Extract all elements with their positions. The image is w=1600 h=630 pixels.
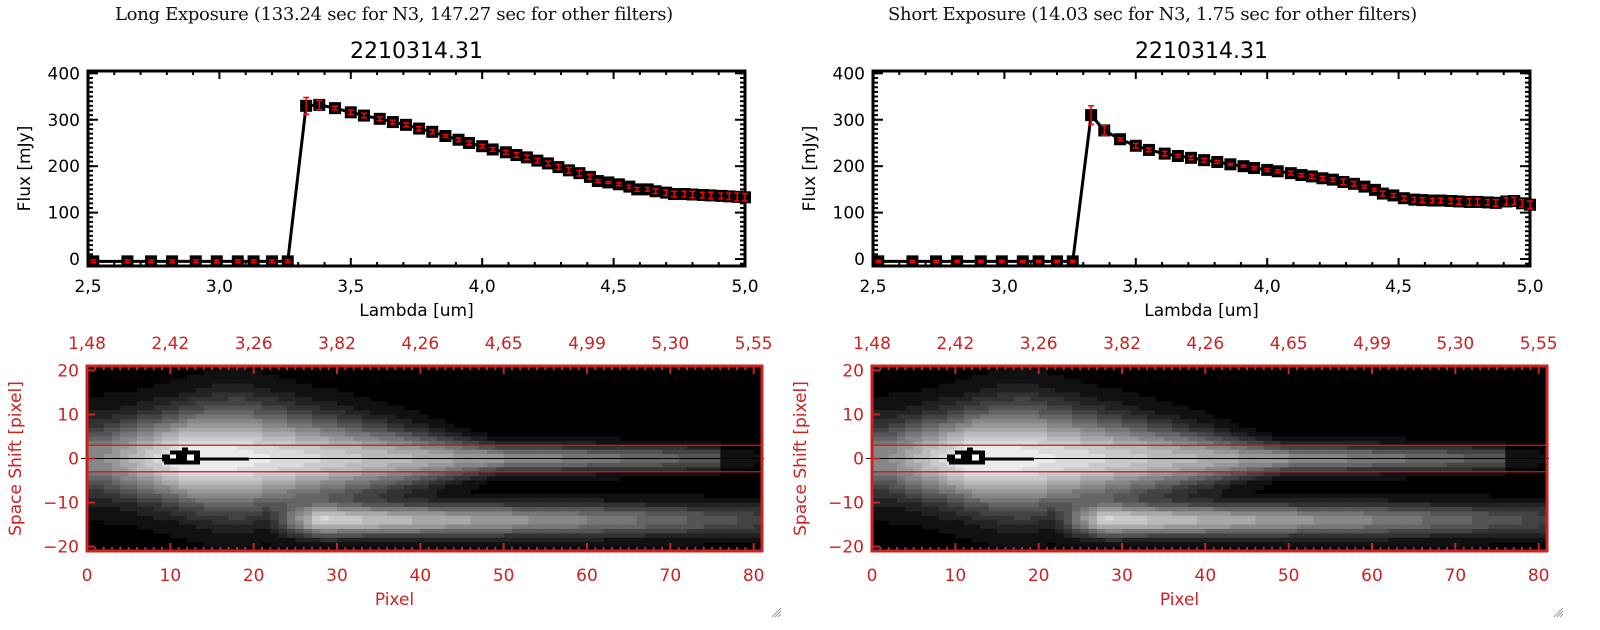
y-tick-label: 0 <box>854 250 865 270</box>
x-tick-label: 30 <box>326 566 348 586</box>
x-tick-label: 5,0 <box>731 277 758 297</box>
series-line <box>878 111 1531 263</box>
x-tick-label: 60 <box>576 566 598 586</box>
source-marker-bar <box>985 457 1034 461</box>
chart-title: 2210314.31 <box>350 39 483 64</box>
x-tick-label: 40 <box>410 566 432 586</box>
y-tick-label: 300 <box>48 111 80 131</box>
resize-grip-icon[interactable] <box>770 606 782 618</box>
y-tick-label: 200 <box>833 157 865 177</box>
x-tick-label: 5,0 <box>1516 277 1543 297</box>
top-x-tick-label: 3,82 <box>1103 334 1141 354</box>
x-tick-label: 10 <box>945 566 967 586</box>
y-tick-label: −20 <box>43 538 79 558</box>
long-exposure-title: Long Exposure (133.24 sec for N3, 147.27… <box>115 4 673 25</box>
x-tick-label: 20 <box>1028 566 1050 586</box>
source-marker-bar <box>200 457 249 461</box>
y-tick-label: −20 <box>828 538 864 558</box>
x-axis-label: Pixel <box>375 590 414 610</box>
x-tick-label: 4,0 <box>469 277 496 297</box>
top-x-tick-label: 3,26 <box>1020 334 1058 354</box>
x-tick-label: 3,5 <box>1122 277 1149 297</box>
top-x-tick-label: 4,26 <box>401 334 439 354</box>
x-tick-label: 30 <box>1111 566 1133 586</box>
top-x-tick-label: 3,82 <box>318 334 356 354</box>
top-x-tick-label: 4,65 <box>485 334 523 354</box>
x-axis-label: Pixel <box>1160 590 1199 610</box>
source-marker-hole <box>187 454 194 461</box>
top-x-tick-label: 5,55 <box>1520 334 1558 354</box>
x-tick-label: 70 <box>1445 566 1467 586</box>
x-tick-label: 4,5 <box>1385 277 1412 297</box>
top-x-tick-label: 2,42 <box>151 334 189 354</box>
x-tick-label: 0 <box>867 566 878 586</box>
plot-frame <box>871 69 1532 268</box>
y-axis-label: Space Shift [pixel] <box>791 381 811 536</box>
x-tick-label: 3,0 <box>991 277 1018 297</box>
y-axis-label: Flux [mJy] <box>800 126 820 212</box>
y-tick-label: 0 <box>853 450 864 470</box>
y-tick-label: −10 <box>43 494 79 514</box>
x-tick-label: 4,5 <box>600 277 627 297</box>
source-marker-hole <box>170 454 176 459</box>
y-tick-label: 100 <box>833 204 865 224</box>
x-tick-label: 3,0 <box>206 277 233 297</box>
top-x-tick-label: 5,30 <box>1436 334 1474 354</box>
top-x-tick-label: 4,99 <box>1353 334 1391 354</box>
top-x-tick-label: 5,55 <box>735 334 773 354</box>
y-tick-label: −10 <box>828 494 864 514</box>
top-x-tick-label: 1,48 <box>68 334 106 354</box>
x-axis-label: Lambda [um] <box>359 301 473 321</box>
top-x-tick-label: 5,30 <box>651 334 689 354</box>
y-axis-label: Flux [mJy] <box>15 126 35 212</box>
x-tick-label: 3,5 <box>337 277 364 297</box>
x-tick-label: 10 <box>160 566 182 586</box>
spectrum-chart-short: 2210314.31 2,5 3,0 3,5 4,0 4,5 5,0 0 100 200 300 40… <box>800 39 1544 321</box>
top-x-tick-label: 4,26 <box>1186 334 1224 354</box>
y-tick-label: 20 <box>842 361 864 381</box>
image-pixels <box>87 366 763 552</box>
y-tick-label: 10 <box>57 405 79 425</box>
x-axis-label: Lambda [um] <box>1144 301 1258 321</box>
spectrum-chart-long: 2210314.31 2,5 3,0 3,5 4,0 4,5 5,0 0 100 200 300 40… <box>15 39 759 321</box>
x-tick-label: 80 <box>1528 566 1550 586</box>
y-axis-label: Space Shift [pixel] <box>6 381 26 536</box>
y-tick-label: 400 <box>833 64 865 84</box>
spectral-image-short: 0 10 20 30 40 50 60 70 80 1,48 2,42 3,26 3,82 4,26 4,6… <box>791 334 1558 610</box>
chart-title: 2210314.31 <box>1135 39 1268 64</box>
x-tick-label: 50 <box>1278 566 1300 586</box>
y-tick-label: 400 <box>48 64 80 84</box>
top-x-tick-label: 4,65 <box>1270 334 1308 354</box>
y-tick-label: 0 <box>69 250 80 270</box>
short-exposure-title: Short Exposure (14.03 sec for N3, 1.75 s… <box>888 4 1417 25</box>
x-tick-label: 40 <box>1195 566 1217 586</box>
x-tick-label: 2,5 <box>74 277 101 297</box>
top-x-tick-label: 2,42 <box>936 334 974 354</box>
top-x-tick-label: 3,26 <box>235 334 273 354</box>
x-tick-label: 50 <box>493 566 515 586</box>
x-tick-label: 70 <box>660 566 682 586</box>
resize-grip-icon[interactable] <box>1552 606 1564 618</box>
y-tick-label: 200 <box>48 157 80 177</box>
y-tick-label: 0 <box>68 450 79 470</box>
y-tick-label: 20 <box>57 361 79 381</box>
plot-frame <box>86 69 747 268</box>
x-tick-label: 80 <box>743 566 765 586</box>
x-tick-label: 4,0 <box>1254 277 1281 297</box>
source-marker-hole <box>955 454 961 459</box>
y-tick-label: 300 <box>833 111 865 131</box>
top-x-tick-label: 1,48 <box>853 334 891 354</box>
x-tick-label: 2,5 <box>859 277 886 297</box>
source-marker-hole <box>972 454 979 461</box>
spectral-image-long: 0 10 20 30 40 50 60 70 80 1,48 2,42 3,26 3,82 4,26 4,6… <box>6 334 773 610</box>
x-tick-label: 60 <box>1361 566 1383 586</box>
x-tick-label: 0 <box>82 566 93 586</box>
x-tick-label: 20 <box>243 566 265 586</box>
image-pixels <box>872 366 1548 552</box>
y-tick-label: 100 <box>48 204 80 224</box>
y-tick-label: 10 <box>842 405 864 425</box>
top-x-tick-label: 4,99 <box>568 334 606 354</box>
